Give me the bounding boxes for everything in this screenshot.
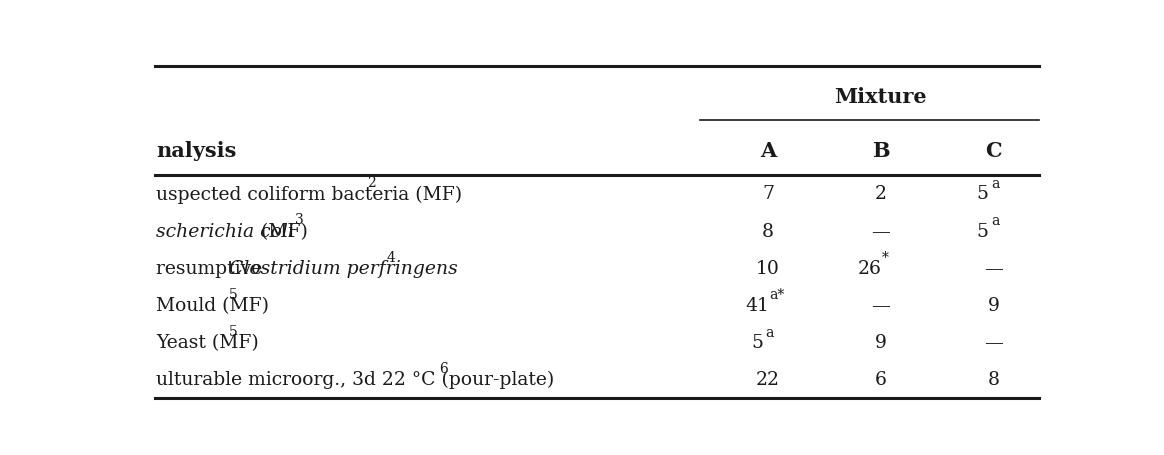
Text: Clostridium perfringens: Clostridium perfringens	[229, 259, 457, 277]
Text: —: —	[984, 259, 1003, 277]
Text: 9: 9	[875, 334, 887, 351]
Text: nalysis: nalysis	[156, 141, 236, 161]
Text: A: A	[760, 141, 776, 161]
Text: a: a	[766, 325, 774, 339]
Text: 5: 5	[229, 324, 237, 338]
Text: Mixture: Mixture	[835, 86, 927, 106]
Text: C: C	[985, 141, 1002, 161]
Text: (MF): (MF)	[255, 222, 314, 240]
Text: 9: 9	[987, 296, 1000, 314]
Text: 2: 2	[367, 176, 376, 190]
Text: 8: 8	[987, 370, 1000, 389]
Text: —: —	[984, 334, 1003, 351]
Text: a*: a*	[769, 288, 785, 302]
Text: 6: 6	[440, 361, 448, 375]
Text: a: a	[991, 213, 1000, 228]
Text: a: a	[991, 177, 1000, 191]
Text: uspected coliform bacteria (MF): uspected coliform bacteria (MF)	[156, 185, 468, 203]
Text: 6: 6	[875, 370, 887, 389]
Text: 5: 5	[977, 185, 988, 203]
Text: 10: 10	[755, 259, 780, 277]
Text: Yeast (MF): Yeast (MF)	[156, 334, 265, 351]
Text: Mould (MF): Mould (MF)	[156, 296, 276, 314]
Text: 41: 41	[745, 296, 769, 314]
Text: scherichia coli: scherichia coli	[156, 222, 294, 240]
Text: *: *	[882, 251, 889, 265]
Text: resumptive: resumptive	[156, 259, 269, 277]
Text: 2: 2	[874, 185, 887, 203]
Text: 26: 26	[858, 259, 882, 277]
Text: ulturable microorg., 3d 22 °C (pour-plate): ulturable microorg., 3d 22 °C (pour-plat…	[156, 370, 561, 389]
Text: 5: 5	[977, 222, 988, 240]
Text: 8: 8	[762, 222, 774, 240]
Text: 4: 4	[386, 250, 396, 264]
Text: 7: 7	[762, 185, 774, 203]
Text: 5: 5	[751, 334, 764, 351]
Text: 22: 22	[755, 370, 780, 389]
Text: 3: 3	[294, 213, 304, 227]
Text: —: —	[872, 296, 890, 314]
Text: —: —	[872, 222, 890, 240]
Text: B: B	[872, 141, 889, 161]
Text: 5: 5	[229, 287, 237, 301]
